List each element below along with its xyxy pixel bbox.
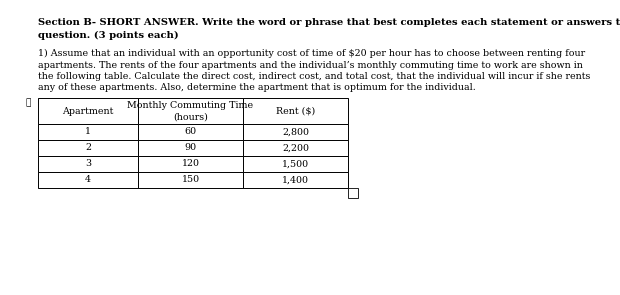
- Text: 150: 150: [182, 176, 200, 184]
- Bar: [38, 140, 138, 156]
- Bar: [243, 156, 348, 172]
- Bar: [138, 124, 243, 140]
- Bar: [38, 156, 138, 172]
- Text: 3: 3: [85, 160, 91, 168]
- Bar: [38, 98, 138, 124]
- Text: 2: 2: [85, 143, 91, 153]
- Text: apartments. The rents of the four apartments and the individual’s monthly commut: apartments. The rents of the four apartm…: [38, 60, 583, 70]
- Bar: [243, 98, 348, 124]
- Text: 2,200: 2,200: [282, 143, 309, 153]
- Text: 90: 90: [184, 143, 197, 153]
- Text: 2,800: 2,800: [282, 127, 309, 137]
- Bar: [138, 98, 243, 124]
- Text: 120: 120: [182, 160, 200, 168]
- Text: 1,500: 1,500: [282, 160, 309, 168]
- Text: Section B- SHORT ANSWER. Write the word or phrase that best completes each state: Section B- SHORT ANSWER. Write the word …: [38, 18, 620, 27]
- Text: the following table. Calculate the direct cost, indirect cost, and total cost, t: the following table. Calculate the direc…: [38, 72, 590, 81]
- Bar: [243, 172, 348, 188]
- Text: (hours): (hours): [173, 112, 208, 121]
- Text: 60: 60: [184, 127, 197, 137]
- Bar: [243, 124, 348, 140]
- Bar: [348, 188, 358, 198]
- Text: Rent ($): Rent ($): [276, 106, 315, 116]
- Text: question. (3 points each): question. (3 points each): [38, 31, 179, 40]
- Text: 1) Assume that an individual with an opportunity cost of time of $20 per hour ha: 1) Assume that an individual with an opp…: [38, 49, 585, 58]
- Text: Monthly Commuting Time: Monthly Commuting Time: [128, 101, 254, 110]
- Bar: [138, 140, 243, 156]
- Bar: [38, 172, 138, 188]
- Text: any of these apartments. Also, determine the apartment that is optimum for the i: any of these apartments. Also, determine…: [38, 83, 476, 93]
- Text: 1,400: 1,400: [282, 176, 309, 184]
- Text: ✜: ✜: [25, 98, 30, 107]
- Text: 4: 4: [85, 176, 91, 184]
- Bar: [243, 140, 348, 156]
- Text: Apartment: Apartment: [63, 106, 113, 116]
- Bar: [138, 172, 243, 188]
- Bar: [138, 156, 243, 172]
- Text: 1: 1: [85, 127, 91, 137]
- Bar: [38, 124, 138, 140]
